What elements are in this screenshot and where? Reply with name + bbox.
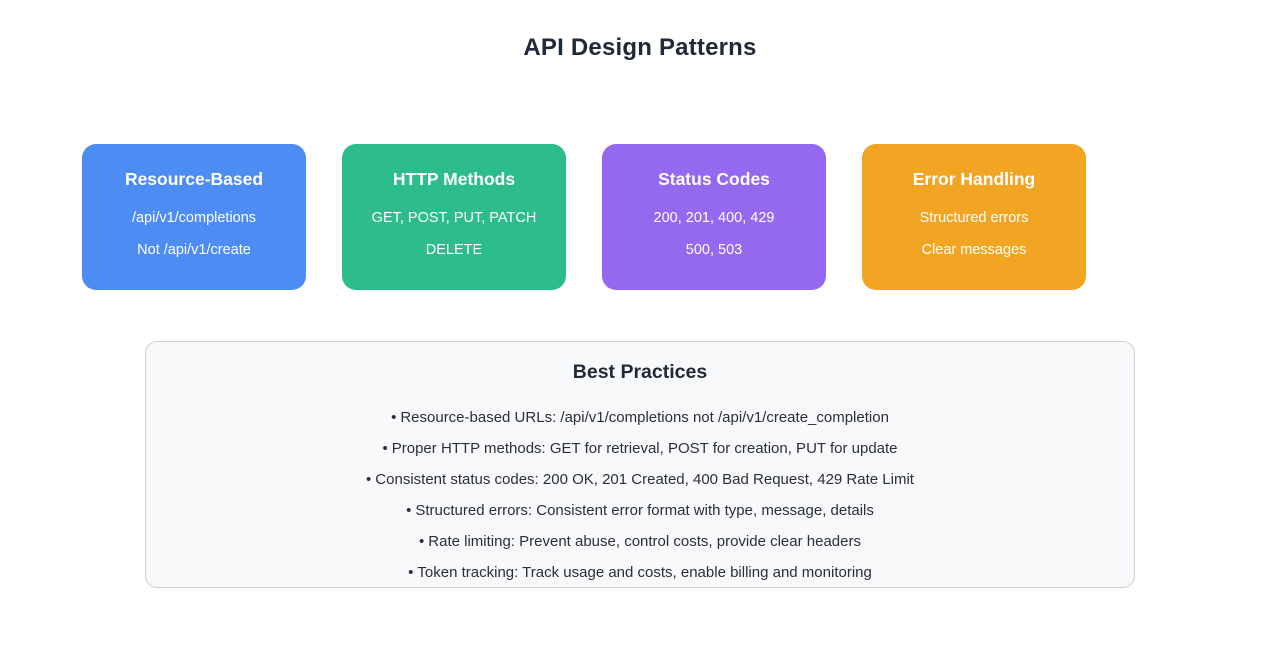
card-line: 200, 201, 400, 429 (653, 210, 775, 226)
best-practices-panel: Best Practices • Resource-based URLs: /ap… (145, 341, 1135, 588)
card-title: Status Codes (658, 169, 770, 189)
best-practices-item: • Proper HTTP methods: GET for retrieval,… (146, 440, 1134, 457)
card-title: Resource-Based (124, 169, 264, 189)
card-line: GET, POST, PUT, PATCH (371, 210, 537, 226)
bullet-glyph: • (382, 440, 388, 457)
best-practices-item-text: Token tracking: Track usage and costs, e… (417, 564, 872, 581)
best-practices-item-text: Rate limiting: Prevent abuse, control co… (428, 533, 861, 550)
best-practices-title: Best Practices (572, 361, 708, 383)
card-resource-based: Resource-Based /api/v1/completions Not /… (82, 144, 306, 290)
card-line: /api/v1/completions (131, 210, 257, 226)
best-practices-list: • Resource-based URLs: /api/v1/completion… (146, 409, 1134, 581)
best-practices-item-text: Consistent status codes: 200 OK, 201 Cre… (375, 471, 914, 488)
card-line: Clear messages (921, 242, 1027, 258)
best-practices-item: • Rate limiting: Prevent abuse, control c… (146, 533, 1134, 550)
pattern-cards-row: Resource-Based /api/v1/completions Not /… (82, 144, 1087, 290)
best-practices-item: • Structured errors: Consistent error for… (146, 502, 1134, 519)
page-title: API Design Patterns (523, 34, 757, 61)
best-practices-item-text: Proper HTTP methods: GET for retrieval, … (391, 440, 898, 457)
best-practices-item: • Token tracking: Track usage and costs, … (146, 564, 1134, 581)
best-practices-item: • Resource-based URLs: /api/v1/completion… (146, 409, 1134, 426)
card-error-handling: Error Handling Structured errors Clear m… (862, 144, 1086, 290)
bullet-glyph: • (419, 533, 425, 550)
bullet-glyph: • (406, 502, 412, 519)
bullet-glyph: • (391, 409, 397, 426)
card-line: DELETE (425, 242, 483, 258)
card-title: HTTP Methods (392, 169, 516, 189)
best-practices-item: • Consistent status codes: 200 OK, 201 Cr… (146, 471, 1134, 488)
card-line: Not /api/v1/create (137, 242, 251, 258)
bullet-glyph: • (366, 471, 372, 488)
card-line: Structured errors (919, 210, 1029, 226)
card-status-codes: Status Codes 200, 201, 400, 429 500, 503 (602, 144, 826, 290)
best-practices-item-text: Resource-based URLs: /api/v1/completions… (400, 409, 889, 426)
card-line: 500, 503 (685, 242, 743, 258)
bullet-glyph: • (408, 564, 414, 581)
best-practices-item-text: Structured errors: Consistent error form… (415, 502, 874, 519)
card-http-methods: HTTP Methods GET, POST, PUT, PATCH DELET… (342, 144, 566, 290)
card-title: Error Handling (912, 169, 1036, 189)
